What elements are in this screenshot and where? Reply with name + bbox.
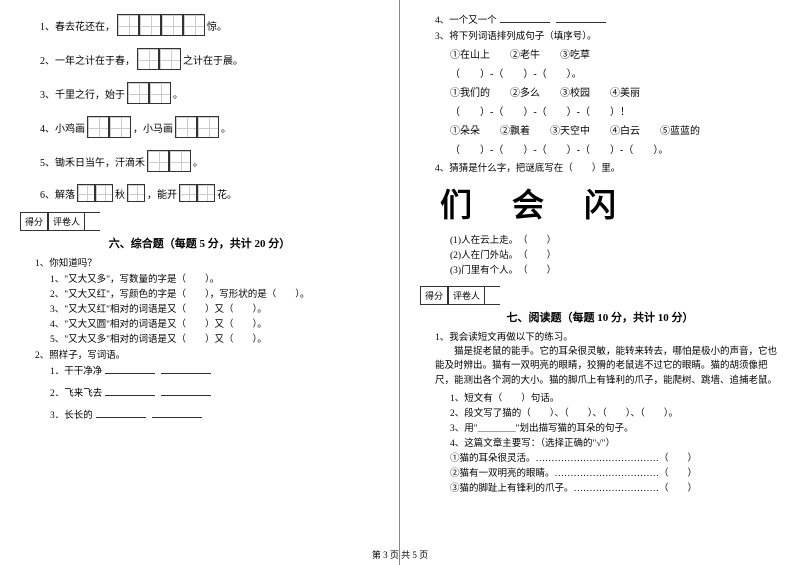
riddle-title: 4、猜猜是什么字，把谜底写在（ ）里。 — [435, 160, 780, 174]
grader-label: 评卷人 — [48, 213, 85, 230]
text: 之计在于晨。 — [183, 52, 243, 67]
text: 小鸡画 — [55, 120, 85, 135]
blank[interactable] — [105, 386, 155, 396]
fill-q1: 1、 春去花还在， 惊。 — [40, 14, 379, 36]
riddle-line: (3)门里有个人。 （ ） — [450, 262, 780, 276]
text: 4、一个又一个 — [435, 16, 497, 26]
num: 6、 — [40, 186, 55, 201]
text: 一年之计在于春， — [55, 52, 135, 67]
label: 2．飞来飞去 — [50, 389, 102, 399]
line: 4、一个又一个 — [435, 12, 780, 26]
q1-line: 1、"又大又多"，写数量的字是（ ）。 — [50, 271, 379, 285]
char-men: 们 — [440, 180, 472, 226]
seq-opts: ①我们的 ②多么 ③校园 ④美丽 — [450, 84, 780, 99]
score-table: 得分 评卷人 — [20, 212, 100, 231]
seq-answer[interactable]: （ ）-（ ）-（ ）。 — [450, 65, 780, 80]
seq-opts: ①朵朵 ②飘着 ③天空中 ④白云 ⑤蓝蓝的 — [450, 122, 780, 137]
num: 1、 — [40, 18, 55, 33]
right-page: 4、一个又一个 3、将下列词语排列成句子（填序号）。 ①在山上 ②老牛 ③吃草 … — [400, 0, 800, 565]
q2-line: 2．飞来飞去 — [50, 385, 379, 399]
label: 3．长长的 — [50, 411, 93, 421]
grader-label: 评卷人 — [448, 287, 485, 304]
char-hui: 会 — [512, 180, 544, 226]
answer-boxes[interactable] — [127, 82, 171, 104]
page-footer: 第 3 页 共 5 页 — [0, 548, 800, 561]
riddle-line: (2)人在门外站。 （ ） — [450, 247, 780, 261]
answer-boxes[interactable] — [127, 184, 145, 202]
blank[interactable] — [161, 386, 211, 396]
section-7-title: 七、阅读题（每题 10 分，共计 10 分） — [420, 309, 780, 325]
seq-opts: ①在山上 ②老牛 ③吃草 — [450, 46, 780, 61]
text: 锄禾日当午，汗滴禾 — [55, 154, 145, 169]
q2-title: 2、照样子，写词语。 — [35, 347, 379, 361]
char-shan: 闪 — [584, 180, 616, 226]
reading-title: 1、我会读短文再做以下的练习。 — [435, 329, 780, 343]
blank[interactable] — [96, 408, 146, 418]
text: 千里之行，始于 — [55, 86, 125, 101]
answer-boxes[interactable] — [117, 14, 205, 36]
q3-title: 3、将下列词语排列成句子（填序号）。 — [435, 28, 780, 42]
text: 花。 — [217, 186, 237, 201]
text: ，小马画 — [133, 120, 173, 135]
answer-boxes[interactable] — [77, 184, 113, 202]
reading-opt[interactable]: ②猫有一双明亮的眼睛。……………………………（ ） — [450, 465, 780, 479]
text: 秋 — [115, 186, 125, 201]
num: 3、 — [40, 86, 55, 101]
q1-line: 5、"又大又多"相对的词语是又（ ）又（ ）。 — [50, 331, 379, 345]
fill-q3: 3、 千里之行，始于 。 — [40, 82, 379, 104]
score-label: 得分 — [420, 287, 448, 304]
reading-passage: 猫是捉老鼠的能手。它的耳朵很灵敏，能转来转去，哪怕是极小的声音，它也能及时辨出。… — [435, 345, 780, 388]
reading-q: 4、这篇文章主要写：（选择正确的"√"） — [450, 435, 780, 449]
riddle-line: (1)人在云上走。 （ ） — [450, 232, 780, 246]
seq-answer[interactable]: （ ）-（ ）-（ ）-（ ）！ — [450, 103, 780, 118]
q2-line: 3．长长的 — [50, 407, 379, 421]
blank[interactable] — [105, 364, 155, 374]
fill-q6: 6、 解落 秋 ，能开 花。 — [40, 184, 379, 202]
blank[interactable] — [161, 364, 211, 374]
reading-opt[interactable]: ①猫的耳朵很灵活。…………………………………（ ） — [450, 450, 780, 464]
reading-q: 1、短文有（ ）句话。 — [450, 390, 780, 404]
text: 惊。 — [207, 18, 227, 33]
q2-line: 1．干干净净 — [50, 363, 379, 377]
q1-title: 1、你知道吗？ — [35, 255, 379, 269]
reading-q: 2、段文写了猫的（ ）、（ ）、（ ）、（ ）。 — [450, 405, 780, 419]
text: 春去花还在， — [55, 18, 115, 33]
num: 2、 — [40, 52, 55, 67]
blank[interactable] — [152, 408, 202, 418]
q1-line: 3、"又大又红"相对的词语是又（ ）又（ ）。 — [50, 301, 379, 315]
text: ，能开 — [147, 186, 177, 201]
text: 解落 — [55, 186, 75, 201]
answer-boxes[interactable] — [87, 116, 131, 138]
blank[interactable] — [556, 13, 606, 23]
answer-boxes[interactable] — [179, 184, 215, 202]
num: 4、 — [40, 120, 55, 135]
fill-q5: 5、 锄禾日当午，汗滴禾 。 — [40, 150, 379, 172]
label: 1．干干净净 — [50, 367, 102, 377]
blank[interactable] — [500, 13, 550, 23]
reading-q: 3、用"＿＿＿＿"划出描写猫的耳朵的句子。 — [450, 420, 780, 434]
fill-q2: 2、 一年之计在于春， 之计在于晨。 — [40, 48, 379, 70]
text: 。 — [193, 154, 203, 169]
section-6-title: 六、综合题（每题 5 分，共计 20 分） — [20, 235, 379, 251]
left-page: 1、 春去花还在， 惊。 2、 一年之计在于春， 之计在于晨。 3、 千里之行，… — [0, 0, 400, 565]
text: 。 — [221, 120, 231, 135]
q1-line: 4、"又大又圆"相对的词语是又（ ）又（ ）。 — [50, 316, 379, 330]
score-table: 得分 评卷人 — [420, 286, 500, 305]
q1-line: 2、"又大又红"，写颜色的字是（ ），写形状的是（ ）。 — [50, 286, 379, 300]
answer-boxes[interactable] — [147, 150, 191, 172]
text: 。 — [173, 86, 183, 101]
fill-q4: 4、 小鸡画 ，小马画 。 — [40, 116, 379, 138]
score-label: 得分 — [20, 213, 48, 230]
answer-boxes[interactable] — [175, 116, 219, 138]
big-chars: 们 会 闪 — [440, 180, 780, 226]
seq-answer[interactable]: （ ）-（ ）-（ ）-（ ）-（ ）。 — [450, 141, 780, 156]
answer-boxes[interactable] — [137, 48, 181, 70]
reading-opt[interactable]: ③猫的脚趾上有锋利的爪子。………………………（ ） — [450, 480, 780, 494]
num: 5、 — [40, 154, 55, 169]
